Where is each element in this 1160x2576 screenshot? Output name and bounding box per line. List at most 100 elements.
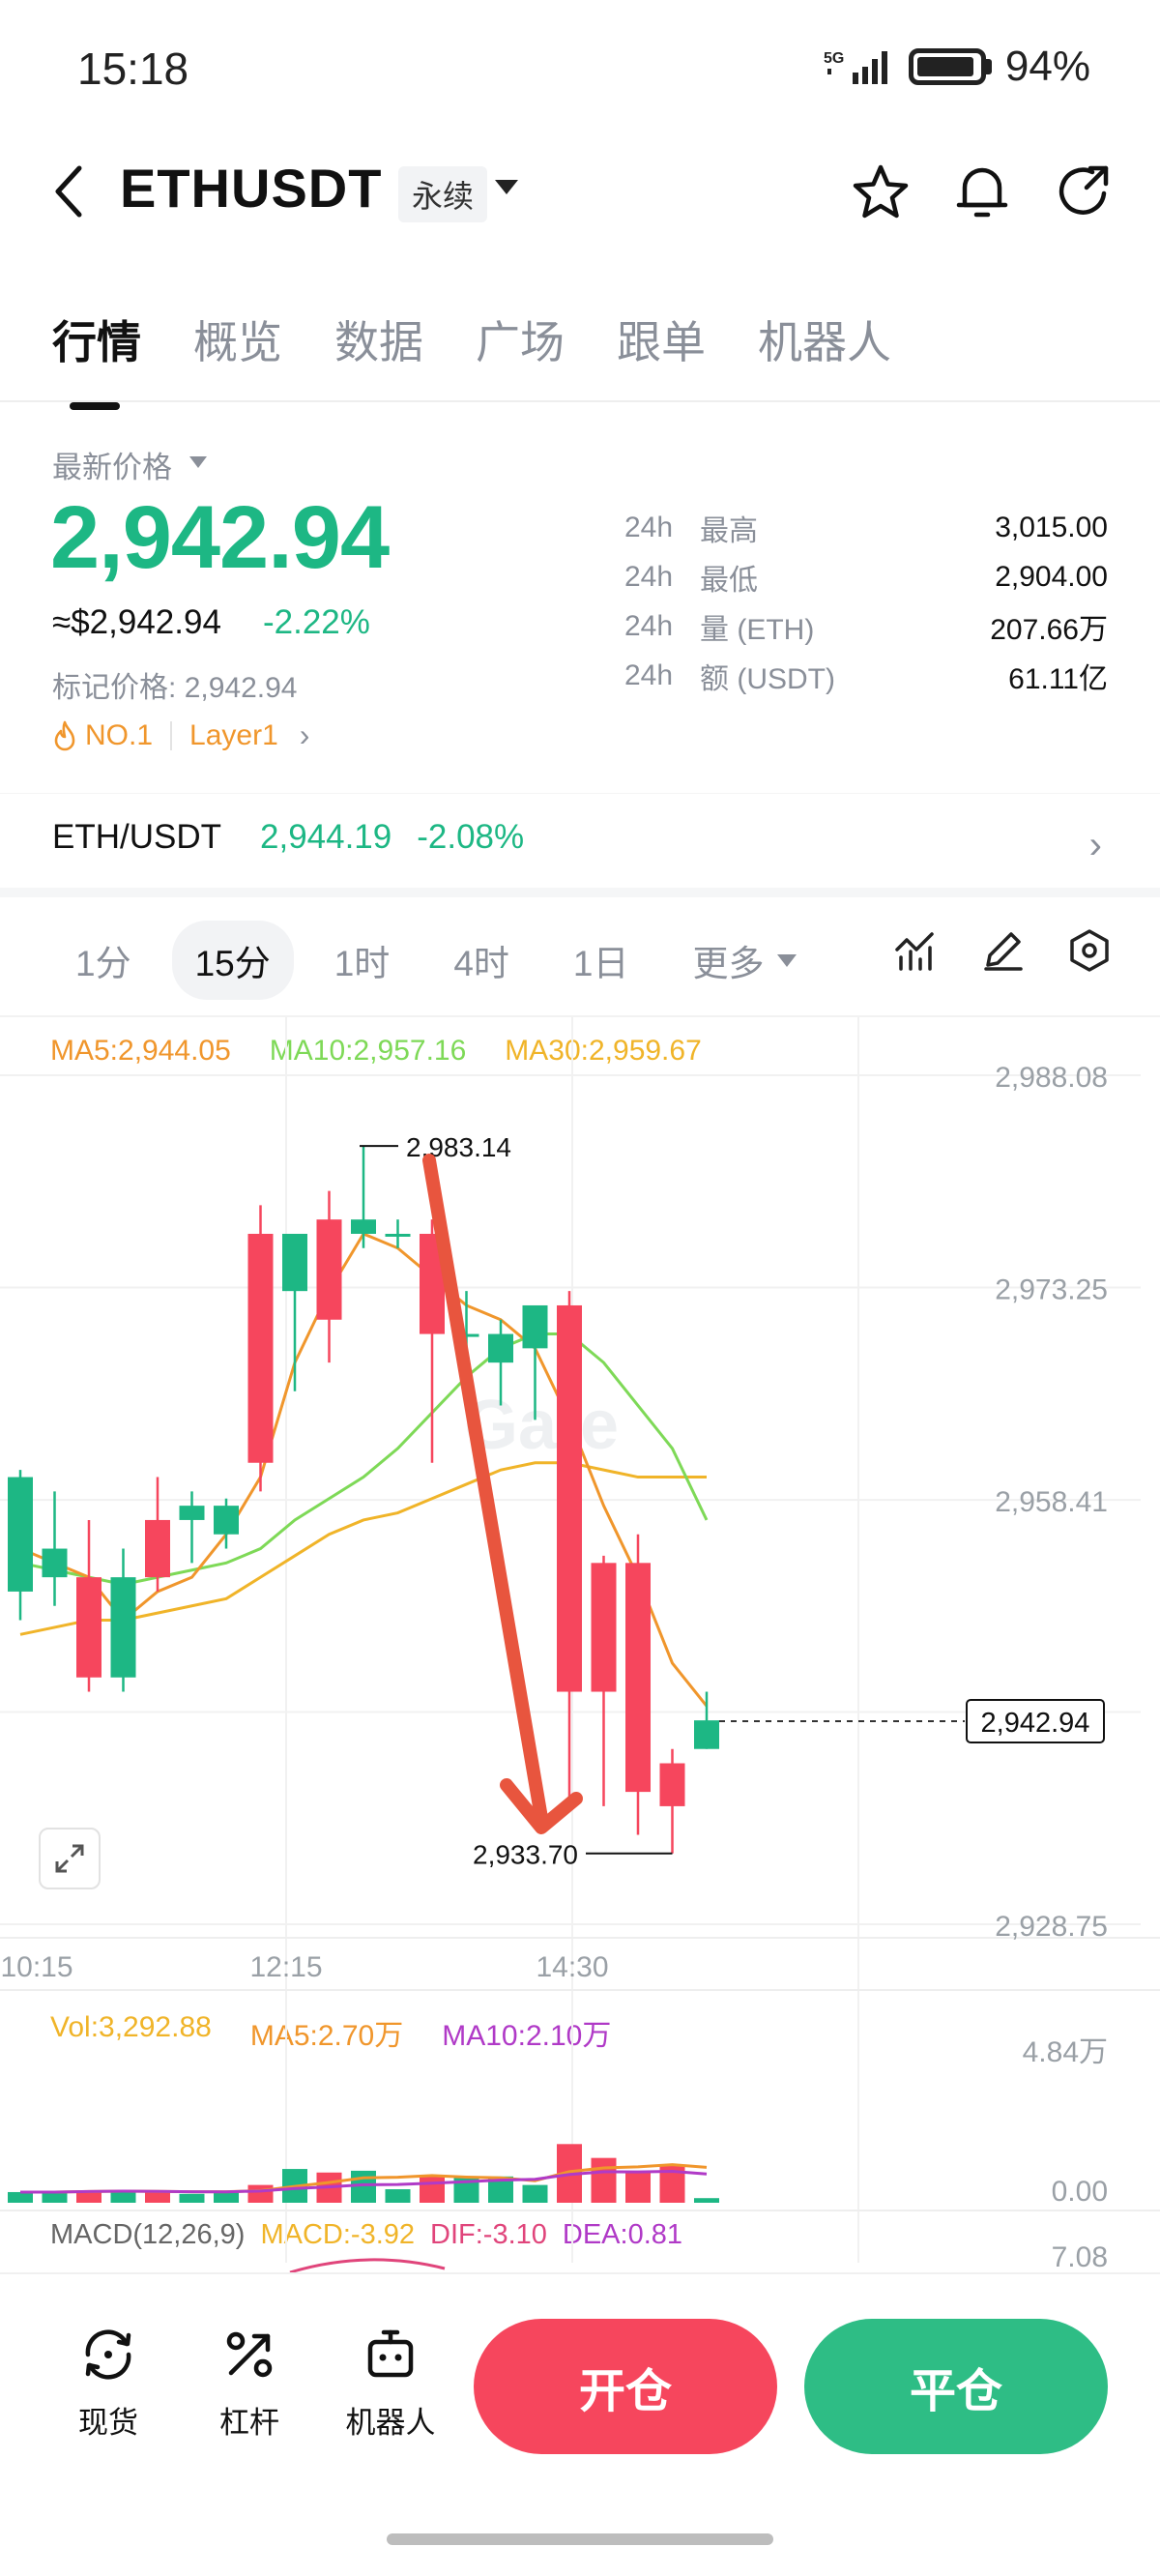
ma5-legend: MA5:2,944.05 [50, 1035, 231, 1067]
volume-bar [522, 2184, 548, 2203]
stat-value: 61.11亿 [1008, 662, 1108, 695]
signal-icon: 5G [824, 50, 887, 84]
close-position-button[interactable]: 平仓 [804, 2319, 1108, 2454]
candle-up [385, 1233, 411, 1237]
tab-overview[interactable]: 概览 [193, 317, 282, 367]
symbol-dropdown-caret-icon[interactable] [495, 180, 518, 194]
candle-down [145, 1519, 170, 1578]
candle-up [214, 1506, 239, 1535]
tab-market[interactable]: 行情 [52, 307, 141, 410]
interval-more-caret-icon [777, 953, 798, 967]
tab-copy-trade[interactable]: 跟单 [617, 317, 706, 367]
ma30-legend: MA30:2,959.67 [505, 1035, 702, 1067]
candle-up [694, 1720, 719, 1749]
spot-nav-button[interactable]: 现货 [50, 2327, 166, 2442]
status-time: 15:18 [77, 44, 189, 94]
last-price: 2,942.94 [50, 488, 390, 587]
stat-row-low: 24h 最低 2,904.00 [624, 552, 1108, 601]
rank-tag[interactable]: NO.1 [52, 719, 153, 752]
chart-tools [893, 928, 1112, 973]
sector-tag[interactable]: Layer1 [189, 718, 278, 751]
latest-price-label[interactable]: 最新价格 [52, 451, 172, 484]
interval-1m[interactable]: 1分 [75, 944, 131, 983]
mark-price-value: 2,942.94 [184, 672, 298, 704]
x-axis-tick-label: 14:30 [536, 1951, 608, 1983]
vol-ma10-legend: MA10:2.10万 [442, 2020, 612, 2052]
main-tabs: 行情 概览 数据 广场 跟单 机器人 [52, 307, 891, 410]
contract-type-badge[interactable]: 永续 [398, 166, 488, 222]
tab-bot[interactable]: 机器人 [758, 317, 891, 367]
volume-bar [625, 2170, 651, 2203]
symbol-title[interactable]: ETHUSDT [120, 158, 383, 219]
kline-chart[interactable]: Gate 2,988.08 2,973.25 2,958.41 2,928.75 10:1… [0, 0, 1160, 2272]
y-axis-tick-label: 2,988.08 [995, 1062, 1108, 1094]
candle-up [110, 1577, 136, 1678]
interval-1h[interactable]: 1时 [334, 944, 391, 983]
bell-icon[interactable] [953, 161, 1011, 222]
macd-title: MACD(12,26,9) [50, 2219, 246, 2250]
stat-row-high: 24h 最高 3,015.00 [624, 503, 1108, 552]
candle-down [557, 1304, 582, 1692]
dea-value: DEA:0.81 [562, 2219, 683, 2250]
home-indicator[interactable] [387, 2533, 773, 2545]
annotation-arrow-shaft [422, 1154, 548, 1825]
volume-bar [179, 2193, 205, 2203]
candle-up [453, 1333, 479, 1337]
approx-usd-price: ≈$2,942.94 [52, 603, 221, 641]
volume-bar [694, 2198, 719, 2203]
interval-15m[interactable]: 15分 [171, 921, 294, 1000]
volume-bar [110, 2190, 136, 2203]
favorite-star-icon[interactable] [851, 162, 911, 222]
volume-bar [420, 2176, 445, 2203]
rank-tag-label: NO.1 [85, 718, 154, 751]
spot-pair-row[interactable]: ETH/USDT 2,944.19 -2.08% [52, 818, 1116, 857]
tab-data[interactable]: 数据 [334, 317, 423, 367]
stat-label: 最低 [700, 564, 758, 597]
robot-icon [367, 2329, 414, 2378]
leverage-nav-label: 杠杆 [219, 2406, 279, 2440]
volume-axis-tick-label: 0.00 [1052, 2176, 1108, 2208]
volume-ma10-line [20, 2169, 708, 2194]
ma10-legend: MA10:2,957.16 [269, 1035, 467, 1067]
interval-selector: 1分 15分 1时 4时 1日 更多 [52, 921, 820, 1000]
volume-bar [42, 2191, 68, 2203]
interval-more-label: 更多 [692, 944, 765, 983]
leverage-icon [226, 2331, 273, 2378]
bot-nav-button[interactable]: 机器人 [333, 2327, 449, 2442]
expand-icon [55, 1844, 84, 1873]
tag-chevron-icon[interactable]: › [299, 717, 310, 752]
indicator-icon[interactable] [893, 928, 938, 973]
back-arrow-icon[interactable] [50, 162, 89, 220]
macd-axis-tick-label: 7.08 [1052, 2241, 1108, 2272]
settings-hex-icon[interactable] [1067, 928, 1112, 973]
battery-icon [908, 48, 992, 85]
candle-down [316, 1219, 342, 1320]
stat-label: 最高 [700, 514, 758, 547]
volume-bar [214, 2191, 239, 2203]
spot-pair-change: -2.08% [417, 818, 525, 856]
interval-more[interactable]: 更多 [669, 921, 820, 1000]
interval-4h[interactable]: 4时 [453, 944, 509, 983]
y-axis-tick-label: 2,958.41 [995, 1486, 1108, 1518]
y-axis-tick-label: 2,973.25 [995, 1273, 1108, 1305]
draw-pen-icon[interactable] [980, 928, 1025, 973]
interval-1d[interactable]: 1日 [572, 944, 629, 983]
volume-bar [385, 2189, 411, 2203]
volume-legend: Vol:3,292.88 MA5:2.70万 MA10:2.10万 [50, 2011, 611, 2054]
latest-price-caret-icon[interactable] [189, 456, 207, 468]
spot-swap-icon [85, 2329, 131, 2380]
spot-nav-label: 现货 [78, 2406, 138, 2440]
stat-value: 3,015.00 [995, 511, 1108, 543]
spot-pair-chevron-icon[interactable]: › [1088, 824, 1102, 866]
volume-bar [247, 2184, 274, 2203]
status-indicators: 5G 94% [824, 43, 1090, 91]
candle-down [247, 1233, 274, 1463]
share-icon[interactable] [1054, 161, 1116, 222]
fullscreen-button[interactable] [39, 1828, 101, 1889]
y-axis-tick-label: 2,928.75 [995, 1911, 1108, 1943]
leverage-nav-button[interactable]: 杠杆 [191, 2327, 307, 2442]
candle-up [179, 1506, 205, 1520]
tab-square[interactable]: 广场 [476, 317, 565, 367]
open-position-button[interactable]: 开仓 [474, 2319, 777, 2454]
spot-pair-price: 2,944.19 [260, 818, 392, 856]
